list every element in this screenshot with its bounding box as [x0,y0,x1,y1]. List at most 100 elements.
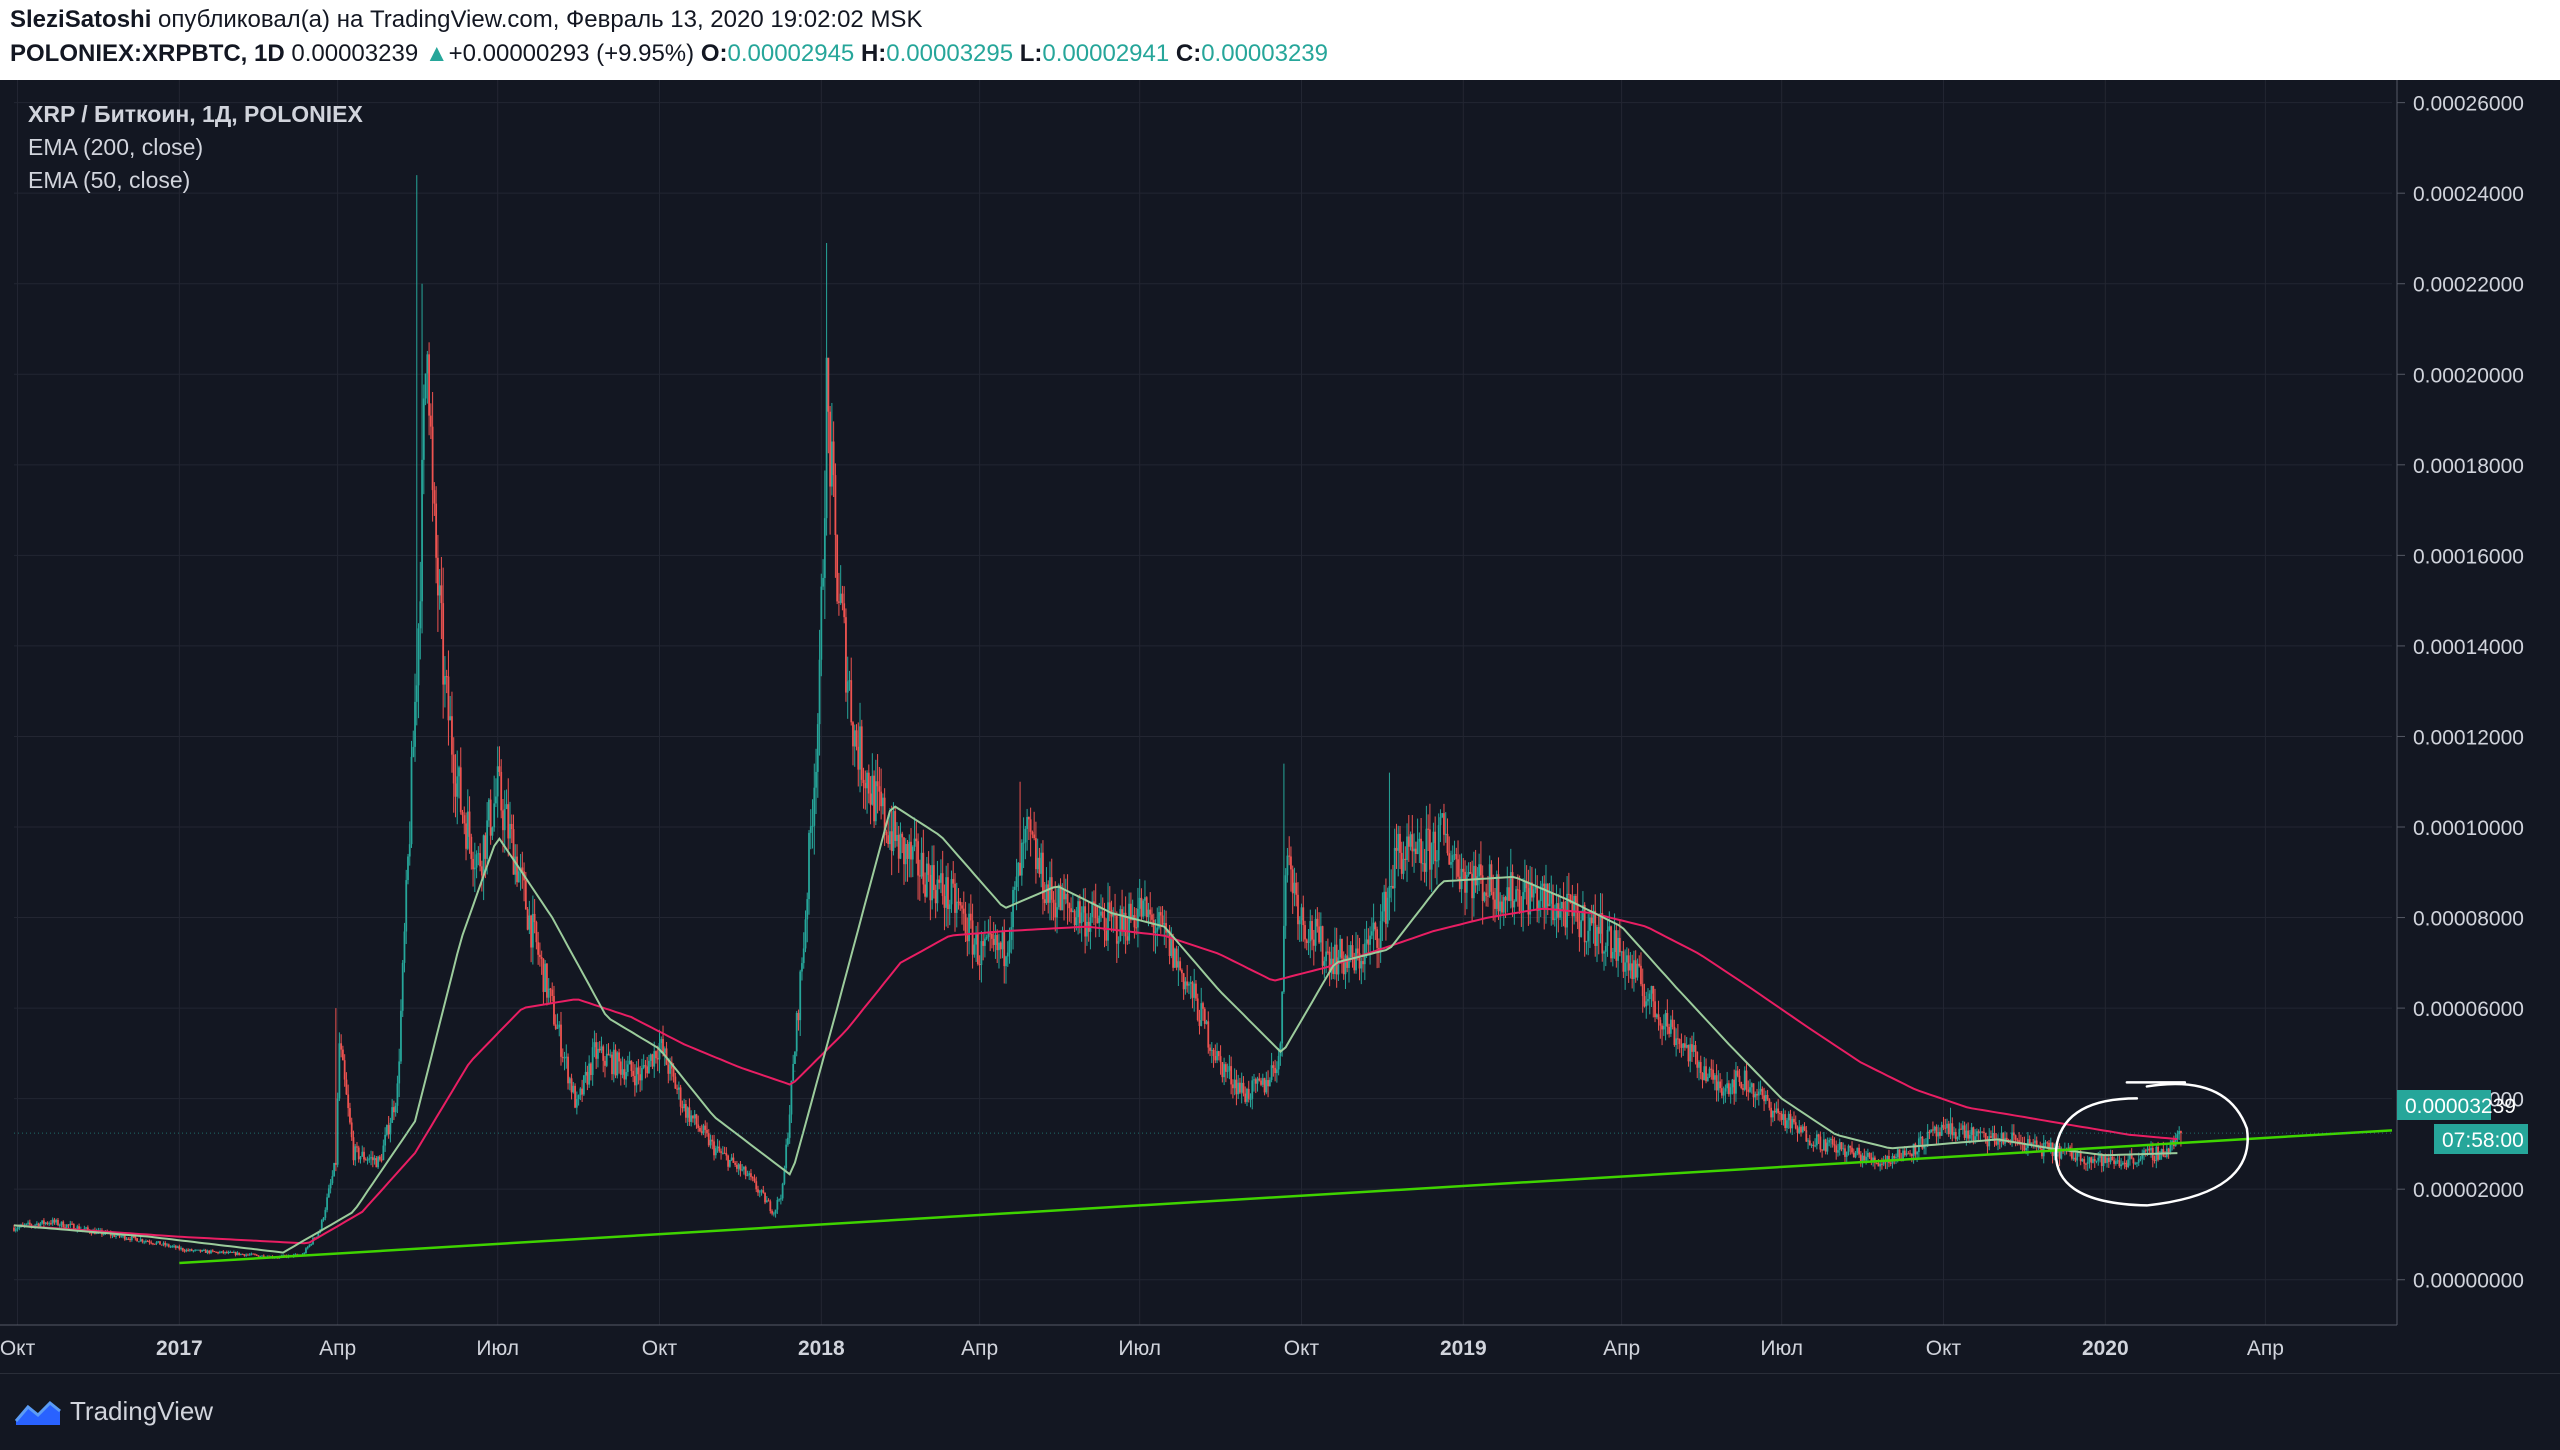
candle-body [2143,1150,2145,1153]
candle-body [614,1049,617,1076]
candle-body [1552,893,1554,921]
candle-body [1224,1064,1227,1072]
candle-body [885,831,888,836]
candle-body [1706,1076,1709,1082]
candle-body [922,852,925,885]
candle-body [1511,872,1514,908]
candle-body [461,812,464,816]
candle-body [1594,910,1597,946]
candle-body [1580,920,1583,938]
candle-body [1717,1081,1720,1091]
author-name[interactable]: SleziSatoshi [10,6,152,33]
candle-body [1485,892,1488,896]
x-tick-label: 2018 [798,1337,845,1360]
candle-body [1460,868,1463,890]
candle-body [632,1070,635,1077]
candle-body [1045,884,1048,904]
y-tick-label: 0.00018000 [2413,455,2524,478]
candle-body [1666,1013,1669,1027]
candle-body [1261,1078,1264,1085]
y-tick-label: 0.00014000 [2413,636,2524,659]
candle-body [1835,1145,1838,1153]
candle-body [1451,855,1454,862]
candle-body [1814,1145,1816,1147]
candle-body [1546,883,1549,907]
candle-body [1872,1157,1875,1162]
legend-ema50[interactable]: EMA (50, close) [28,167,191,193]
candle-body [1279,1043,1282,1056]
candle-body [1756,1093,1758,1096]
candle-body [1986,1140,1989,1147]
time-axis[interactable]: Окт 2017 Апр Июл Окт 2018 Апр Июл Окт 2019 Апр Июл О… [0,1324,2397,1360]
candle-body [741,1169,744,1171]
candle-body [354,1146,357,1161]
legend-title[interactable]: XRP / Биткоин, 1Д, POLONIEX [28,101,363,127]
y-tick-label: 0.00022000 [2413,274,2524,297]
candle-body [1414,848,1417,855]
price-chart[interactable]: 0.00026000 0.00024000 0.00022000 0.00020000… [0,80,2560,1373]
candle-body [171,1246,174,1248]
candle-body [394,1105,397,1113]
candle-body [25,1223,28,1225]
legend-ema200[interactable]: EMA (200, close) [28,134,204,160]
candle-body [686,1107,689,1118]
candle-body [579,1088,582,1096]
candle-body [76,1226,79,1231]
candle-body [1960,1128,1962,1130]
candle-body [1309,921,1312,942]
candle-body [725,1153,728,1156]
candle-body [500,771,503,811]
candle-body [938,879,941,883]
candle-body [1567,893,1570,895]
candle-body [1886,1155,1889,1163]
candle-body [655,1051,657,1059]
candle-body [1634,960,1637,978]
candle-body [936,879,939,904]
candle-body [806,899,809,920]
candle-body [1346,955,1349,968]
candle-body [338,1043,341,1099]
candle-body [1861,1155,1864,1164]
candle-body [1937,1132,1940,1137]
candle-body [1770,1107,1773,1118]
candle-body [1773,1111,1776,1113]
candle-body [1036,857,1039,870]
candle-body [1573,895,1576,917]
candle-body [1705,1066,1707,1082]
x-tick-label: Окт [642,1337,678,1360]
brand-logo[interactable]: TradingView [14,1396,213,1427]
candle-body [67,1224,70,1226]
candle-body [1735,1070,1737,1094]
candle-body [1321,926,1324,966]
candle-body [203,1249,205,1251]
candle-body [1012,889,1014,928]
candle-body [526,909,529,930]
candle-body [2018,1140,2021,1143]
candle-body [1063,888,1065,900]
candle-body [417,628,420,686]
candle-body [1518,889,1521,911]
candle-body [1297,894,1299,925]
candle-body [1390,885,1393,887]
candle-body [1341,938,1343,959]
candle-body [1379,921,1382,949]
candle-body [991,933,993,939]
candle-body [1195,983,1197,999]
candle-body [561,1056,564,1058]
candle-body [232,1252,235,1254]
candle-body [683,1104,686,1109]
candle-body [2129,1154,2131,1160]
candle-body [537,942,540,955]
candle-body [1631,963,1634,979]
candle-body [1258,1078,1261,1081]
candle-body [250,1253,253,1255]
candle-body [55,1219,58,1223]
candle-body [143,1241,146,1243]
candle-body [350,1122,353,1138]
candle-body [377,1156,379,1168]
candle-body [804,919,807,949]
candle-body [1126,936,1129,941]
chart-frame[interactable]: 0.00026000 0.00024000 0.00022000 0.00020000… [0,80,2560,1373]
y-tick-label: 0.00006000 [2413,998,2524,1021]
candle-body [760,1190,763,1192]
